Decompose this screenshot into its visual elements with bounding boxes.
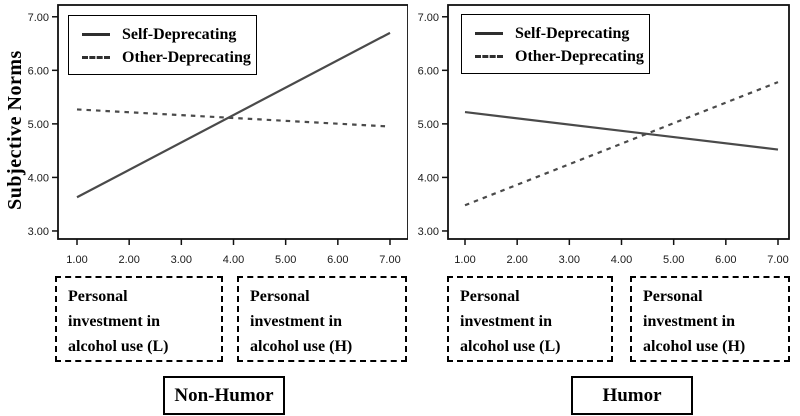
svg-text:7.00: 7.00	[767, 254, 788, 266]
solid-line-icon	[475, 32, 503, 35]
legend-entry-self-deprecating: Self-Deprecating	[475, 22, 649, 45]
condition-label: Humor	[602, 384, 662, 406]
svg-text:3.00: 3.00	[171, 254, 192, 266]
svg-text:7.00: 7.00	[418, 12, 439, 24]
svg-text:5.00: 5.00	[418, 119, 439, 131]
annotation-text: Personal investment in alcohol use (L)	[68, 288, 169, 355]
annotation-text: Personal investment in alcohol use (H)	[250, 288, 353, 355]
legend-label: Self-Deprecating	[515, 24, 630, 42]
dashed-line-icon	[82, 56, 110, 59]
svg-text:2.00: 2.00	[506, 254, 527, 266]
condition-box-humor: Humor	[571, 376, 693, 415]
annotation-box-investment-low: Personal investment in alcohol use (L)	[447, 276, 613, 362]
svg-text:4.00: 4.00	[418, 172, 439, 184]
svg-text:6.00: 6.00	[418, 65, 439, 77]
annotation-text: Personal investment in alcohol use (L)	[460, 288, 561, 355]
legend-label: Other-Deprecating	[122, 48, 251, 66]
solid-line-icon	[82, 33, 110, 36]
svg-text:2.00: 2.00	[118, 254, 139, 266]
svg-text:4.00: 4.00	[223, 254, 244, 266]
svg-text:3.00: 3.00	[559, 254, 580, 266]
svg-text:1.00: 1.00	[66, 254, 87, 266]
legend-entry-other-deprecating: Other-Deprecating	[475, 45, 649, 68]
dashed-line-icon	[475, 55, 503, 58]
legend-entry-self-deprecating: Self-Deprecating	[82, 23, 256, 46]
svg-text:3.00: 3.00	[28, 226, 49, 238]
svg-text:6.00: 6.00	[715, 254, 736, 266]
svg-text:5.00: 5.00	[28, 119, 49, 131]
legend-label: Other-Deprecating	[515, 47, 644, 65]
svg-text:5.00: 5.00	[663, 254, 684, 266]
annotation-box-investment-high: Personal investment in alcohol use (H)	[237, 276, 407, 362]
condition-box-non-humor: Non-Humor	[163, 376, 285, 415]
legend-label: Self-Deprecating	[122, 25, 237, 43]
svg-text:6.00: 6.00	[28, 65, 49, 77]
svg-text:5.00: 5.00	[275, 254, 296, 266]
svg-text:4.00: 4.00	[611, 254, 632, 266]
annotation-text: Personal investment in alcohol use (H)	[643, 288, 746, 355]
legend-non-humor: Self-Deprecating Other-Deprecating	[68, 15, 257, 75]
legend-entry-other-deprecating: Other-Deprecating	[82, 46, 256, 69]
svg-text:4.00: 4.00	[28, 172, 49, 184]
condition-label: Non-Humor	[174, 384, 274, 406]
annotation-box-investment-high: Personal investment in alcohol use (H)	[630, 276, 790, 362]
annotation-box-investment-low: Personal investment in alcohol use (L)	[55, 276, 223, 362]
svg-text:1.00: 1.00	[454, 254, 475, 266]
svg-text:7.00: 7.00	[28, 12, 49, 24]
svg-text:6.00: 6.00	[327, 254, 348, 266]
svg-text:7.00: 7.00	[379, 254, 400, 266]
legend-humor: Self-Deprecating Other-Deprecating	[461, 14, 650, 74]
svg-text:3.00: 3.00	[418, 226, 439, 238]
